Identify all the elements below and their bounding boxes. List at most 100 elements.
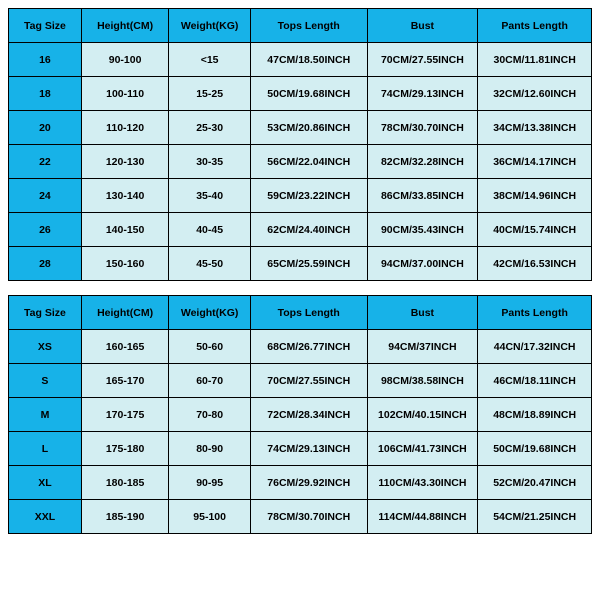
data-cell: 90-95: [169, 466, 251, 500]
data-cell: 74CM/29.13INCH: [250, 432, 367, 466]
data-cell: 52CM/20.47INCH: [478, 466, 592, 500]
col-bust: Bust: [367, 296, 478, 330]
data-cell: 47CM/18.50INCH: [250, 43, 367, 77]
data-cell: 180-185: [81, 466, 168, 500]
data-cell: 72CM/28.34INCH: [250, 398, 367, 432]
data-cell: 42CM/16.53INCH: [478, 247, 592, 281]
col-height: Height(CM): [81, 296, 168, 330]
col-tag-size: Tag Size: [9, 296, 82, 330]
data-cell: 140-150: [81, 213, 168, 247]
data-cell: 50CM/19.68INCH: [250, 77, 367, 111]
tag-size-cell: 22: [9, 145, 82, 179]
data-cell: 78CM/30.70INCH: [250, 500, 367, 534]
col-bust: Bust: [367, 9, 478, 43]
data-cell: 86CM/33.85INCH: [367, 179, 478, 213]
table-row: 22120-13030-3556CM/22.04INCH82CM/32.28IN…: [9, 145, 592, 179]
tag-size-cell: 26: [9, 213, 82, 247]
data-cell: <15: [169, 43, 251, 77]
data-cell: 70CM/27.55INCH: [367, 43, 478, 77]
data-cell: 175-180: [81, 432, 168, 466]
data-cell: 44CN/17.32INCH: [478, 330, 592, 364]
data-cell: 130-140: [81, 179, 168, 213]
data-cell: 40-45: [169, 213, 251, 247]
size-table-adult: Tag Size Height(CM) Weight(KG) Tops Leng…: [8, 295, 592, 534]
table-row: XS160-16550-6068CM/26.77INCH94CM/37INCH4…: [9, 330, 592, 364]
col-height: Height(CM): [81, 9, 168, 43]
data-cell: 94CM/37INCH: [367, 330, 478, 364]
data-cell: 38CM/14.96INCH: [478, 179, 592, 213]
data-cell: 35-40: [169, 179, 251, 213]
table-row: XXL185-19095-10078CM/30.70INCH114CM/44.8…: [9, 500, 592, 534]
data-cell: 100-110: [81, 77, 168, 111]
data-cell: 110CM/43.30INCH: [367, 466, 478, 500]
data-cell: 54CM/21.25INCH: [478, 500, 592, 534]
data-cell: 70-80: [169, 398, 251, 432]
data-cell: 62CM/24.40INCH: [250, 213, 367, 247]
table-row: M170-17570-8072CM/28.34INCH102CM/40.15IN…: [9, 398, 592, 432]
size-table-kids: Tag Size Height(CM) Weight(KG) Tops Leng…: [8, 8, 592, 281]
data-cell: 110-120: [81, 111, 168, 145]
tag-size-cell: 18: [9, 77, 82, 111]
data-cell: 74CM/29.13INCH: [367, 77, 478, 111]
data-cell: 46CM/18.11INCH: [478, 364, 592, 398]
data-cell: 76CM/29.92INCH: [250, 466, 367, 500]
data-cell: 34CM/13.38INCH: [478, 111, 592, 145]
table-row: 20110-12025-3053CM/20.86INCH78CM/30.70IN…: [9, 111, 592, 145]
data-cell: 106CM/41.73INCH: [367, 432, 478, 466]
data-cell: 80-90: [169, 432, 251, 466]
data-cell: 90CM/35.43INCH: [367, 213, 478, 247]
table-row: XL180-18590-9576CM/29.92INCH110CM/43.30I…: [9, 466, 592, 500]
data-cell: 102CM/40.15INCH: [367, 398, 478, 432]
table-row: 28150-16045-5065CM/25.59INCH94CM/37.00IN…: [9, 247, 592, 281]
data-cell: 53CM/20.86INCH: [250, 111, 367, 145]
col-tag-size: Tag Size: [9, 9, 82, 43]
data-cell: 40CM/15.74INCH: [478, 213, 592, 247]
table-row: 18100-11015-2550CM/19.68INCH74CM/29.13IN…: [9, 77, 592, 111]
data-cell: 120-130: [81, 145, 168, 179]
tag-size-cell: 20: [9, 111, 82, 145]
header-row: Tag Size Height(CM) Weight(KG) Tops Leng…: [9, 9, 592, 43]
col-pants-length: Pants Length: [478, 296, 592, 330]
data-cell: 25-30: [169, 111, 251, 145]
tag-size-cell: 24: [9, 179, 82, 213]
data-cell: 32CM/12.60INCH: [478, 77, 592, 111]
data-cell: 36CM/14.17INCH: [478, 145, 592, 179]
data-cell: 185-190: [81, 500, 168, 534]
col-tops-length: Tops Length: [250, 9, 367, 43]
col-pants-length: Pants Length: [478, 9, 592, 43]
table-row: S165-17060-7070CM/27.55INCH98CM/38.58INC…: [9, 364, 592, 398]
data-cell: 45-50: [169, 247, 251, 281]
tag-size-cell: M: [9, 398, 82, 432]
data-cell: 59CM/23.22INCH: [250, 179, 367, 213]
data-cell: 94CM/37.00INCH: [367, 247, 478, 281]
table-row: L175-18080-9074CM/29.13INCH106CM/41.73IN…: [9, 432, 592, 466]
data-cell: 150-160: [81, 247, 168, 281]
table-gap: [8, 281, 592, 295]
data-cell: 65CM/25.59INCH: [250, 247, 367, 281]
tag-size-cell: XS: [9, 330, 82, 364]
col-tops-length: Tops Length: [250, 296, 367, 330]
tag-size-cell: L: [9, 432, 82, 466]
tag-size-cell: XL: [9, 466, 82, 500]
tag-size-cell: XXL: [9, 500, 82, 534]
data-cell: 50CM/19.68INCH: [478, 432, 592, 466]
data-cell: 82CM/32.28INCH: [367, 145, 478, 179]
data-cell: 30CM/11.81INCH: [478, 43, 592, 77]
tag-size-cell: 16: [9, 43, 82, 77]
data-cell: 15-25: [169, 77, 251, 111]
tag-size-cell: 28: [9, 247, 82, 281]
col-weight: Weight(KG): [169, 296, 251, 330]
data-cell: 70CM/27.55INCH: [250, 364, 367, 398]
table-row: 1690-100<1547CM/18.50INCH70CM/27.55INCH3…: [9, 43, 592, 77]
data-cell: 90-100: [81, 43, 168, 77]
data-cell: 114CM/44.88INCH: [367, 500, 478, 534]
col-weight: Weight(KG): [169, 9, 251, 43]
table-row: 24130-14035-4059CM/23.22INCH86CM/33.85IN…: [9, 179, 592, 213]
data-cell: 170-175: [81, 398, 168, 432]
data-cell: 48CM/18.89INCH: [478, 398, 592, 432]
data-cell: 78CM/30.70INCH: [367, 111, 478, 145]
data-cell: 95-100: [169, 500, 251, 534]
data-cell: 98CM/38.58INCH: [367, 364, 478, 398]
data-cell: 68CM/26.77INCH: [250, 330, 367, 364]
data-cell: 56CM/22.04INCH: [250, 145, 367, 179]
